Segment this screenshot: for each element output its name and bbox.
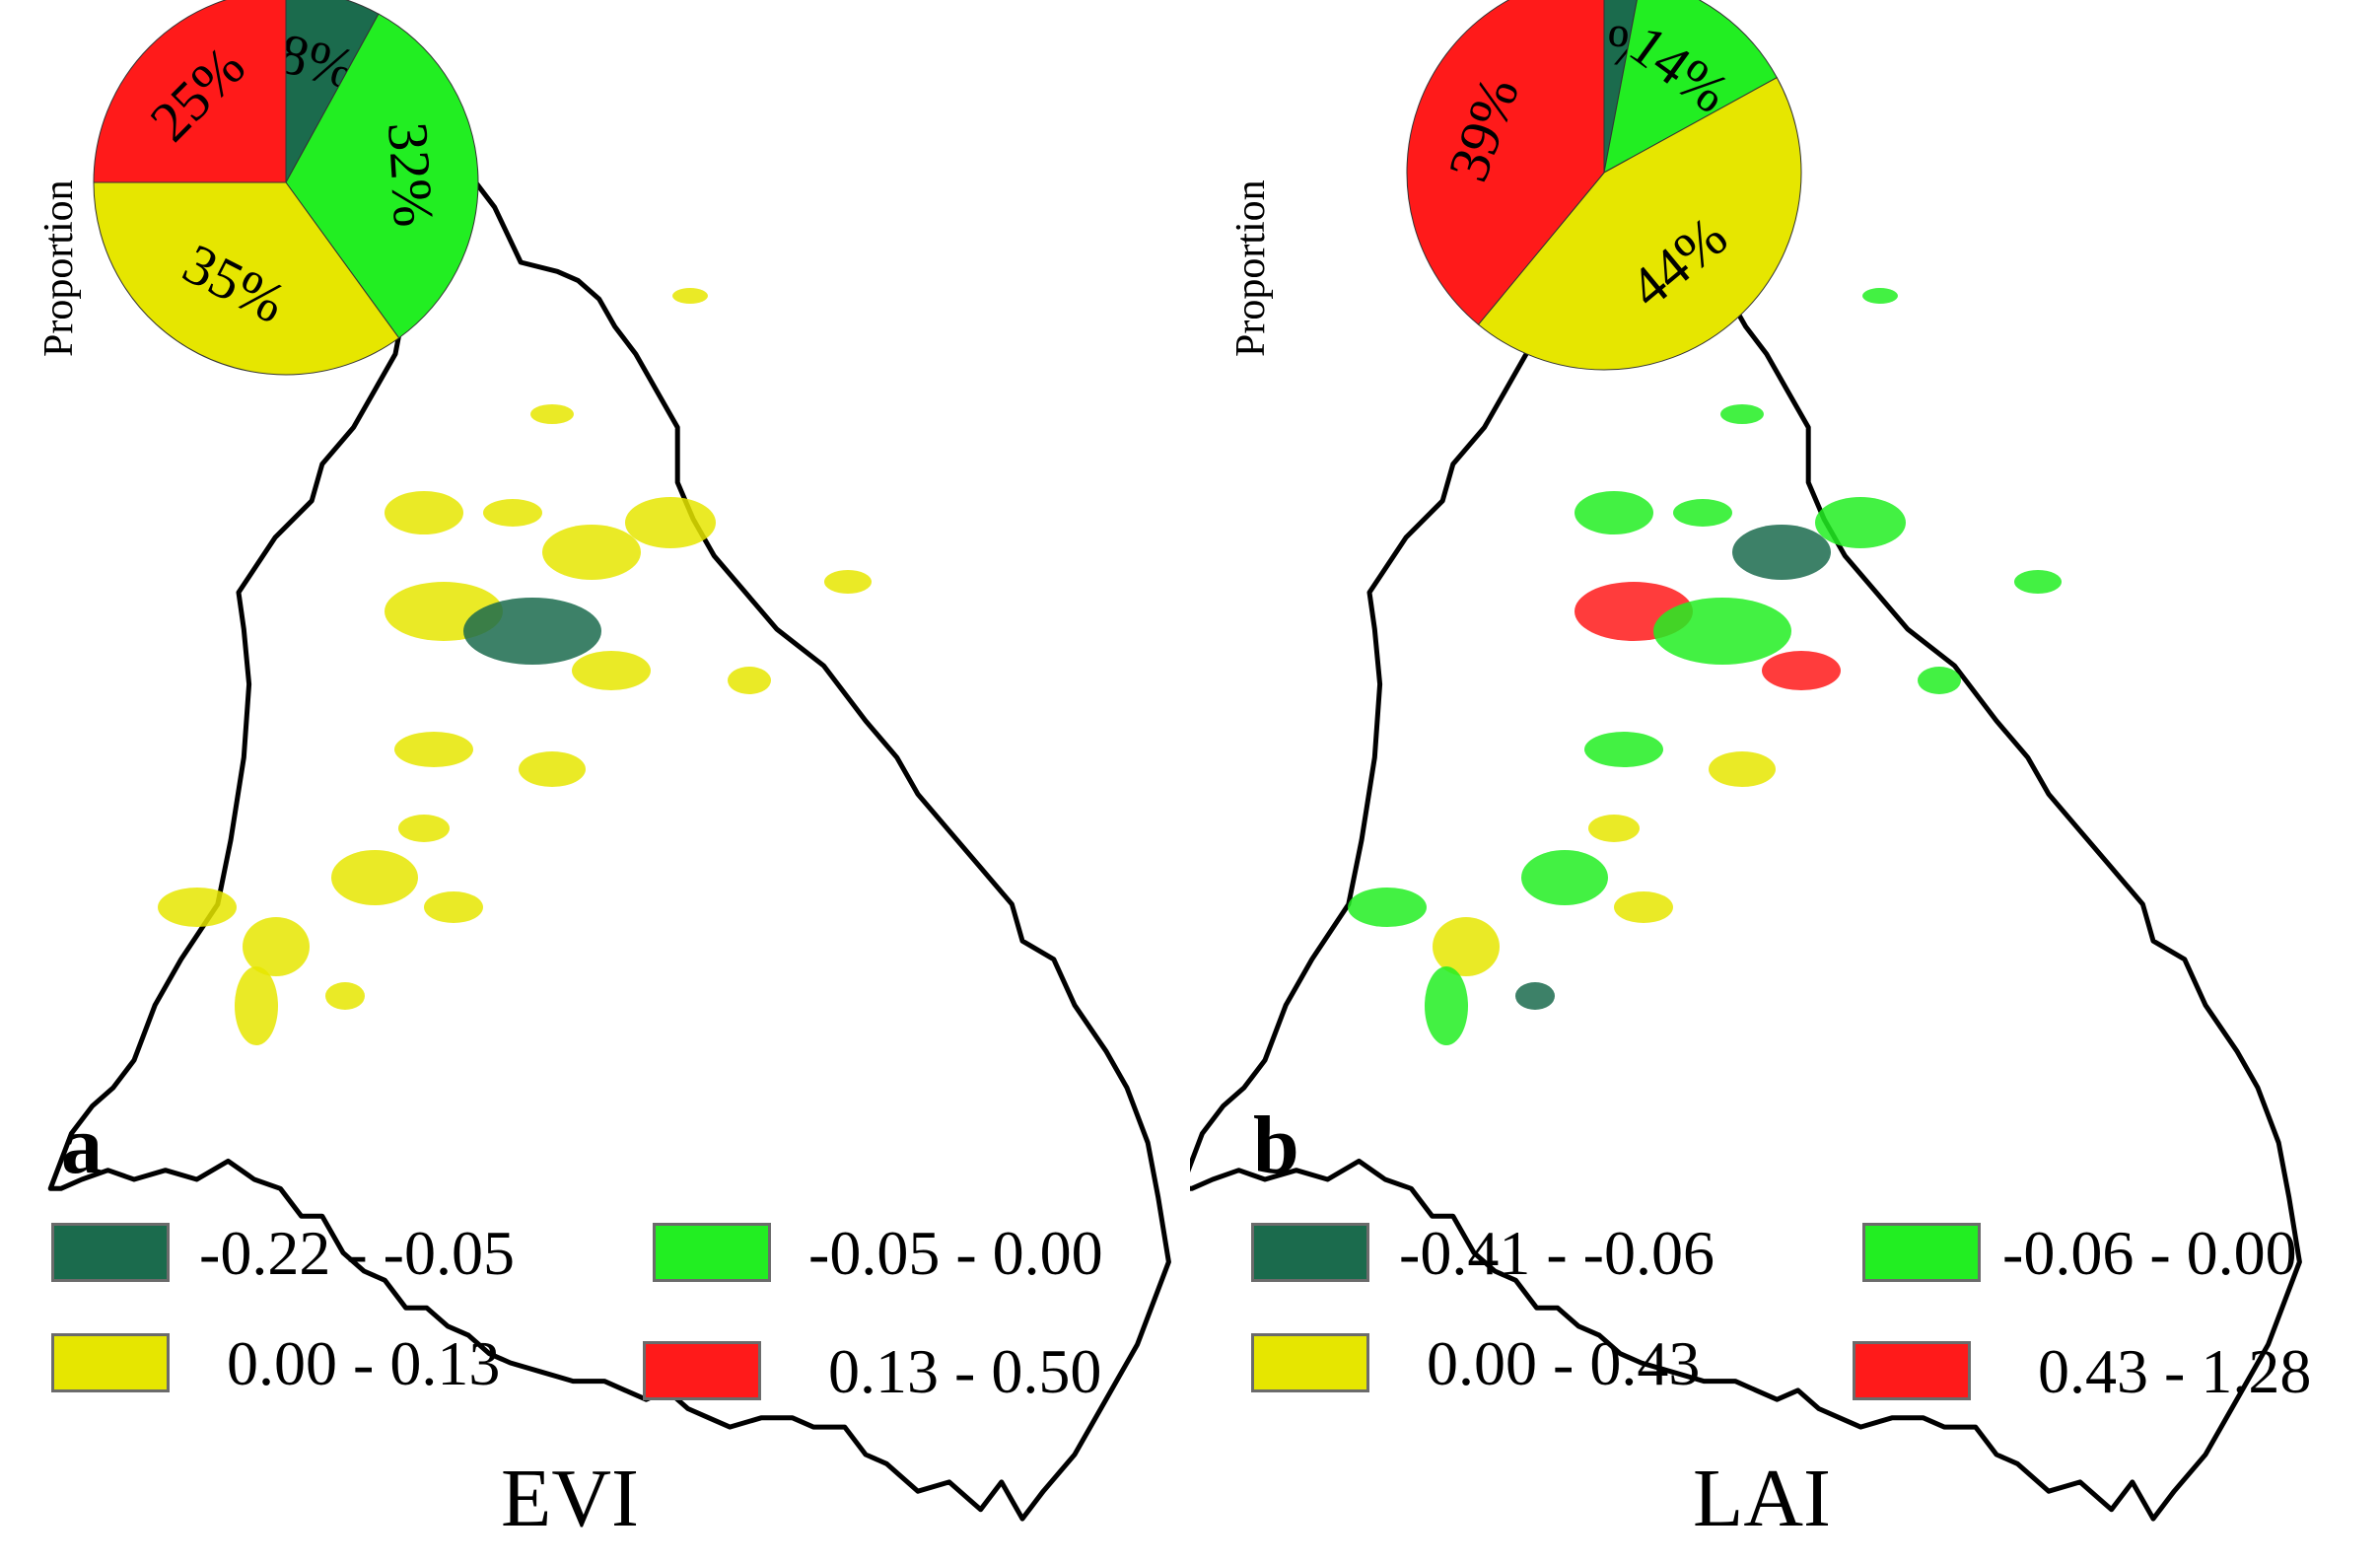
change-patch [398,815,450,842]
change-patch [625,497,716,548]
change-patch [394,732,473,767]
legend-swatch [51,1333,170,1392]
change-patch [1614,891,1673,923]
pie-slice [1603,0,1778,174]
panel-letter-b: b [1253,1100,1299,1191]
change-patch [1425,966,1468,1045]
change-patch [1862,288,1898,304]
change-patch [1653,598,1791,665]
pie-slice [93,0,287,183]
change-patch [1720,404,1764,424]
change-patch [519,751,586,787]
change-patch [672,288,708,304]
map-canvas-evi: 8%32%35%25% [47,0,1171,1522]
pie-chart-evi: 8%32%35%25% [93,0,479,376]
change-patch [331,850,418,905]
region-boundary-lai [1190,159,2302,1522]
change-patch [728,667,771,694]
pie-slice [1477,76,1802,371]
map-canvas-lai: 3%14%44%39% [1190,0,2302,1522]
legend-swatch [1251,1223,1369,1282]
change-patch [572,651,651,690]
change-patch [1575,491,1653,534]
pie-ylabel: Proportion [36,179,82,357]
legend-label: 0.00 - 0.13 [227,1328,501,1398]
change-patch [1521,850,1608,905]
change-patch [483,499,542,527]
panel-lai: 3% 14% 44% 39% Proportion b -0.41 - -0.06 -… [1190,0,2380,1564]
legend-swatch [643,1341,761,1400]
pie-slice [285,0,380,183]
change-patch [1918,667,1961,694]
change-patch [1584,732,1663,767]
legend-label: -0.06 - 0.00 [2002,1218,2297,1288]
pie-ylabel: Proportion [1228,179,1274,357]
region-boundary-evi [47,159,1171,1522]
pie-slice-label: 32% [376,120,447,229]
pie-slice [1406,0,1605,325]
panel-letter-a: a [61,1100,103,1191]
legend-swatch [1251,1333,1369,1392]
region-outline [47,159,1171,1522]
index-title-lai: LAI [1693,1453,1831,1544]
index-title-evi: EVI [501,1453,639,1544]
change-patch [243,917,310,976]
change-patch [530,404,574,424]
legend-swatch [653,1223,771,1282]
change-patch [542,525,641,580]
legend-swatch [1862,1223,1981,1282]
pie-chart-lai: 3%14%44%39% [1406,0,1802,371]
change-patch [1433,917,1500,976]
change-patch [325,982,365,1010]
change-patch [1588,815,1640,842]
change-patch [424,891,483,923]
region-outline [1190,159,2302,1522]
change-patch [158,888,237,927]
legend-label: -0.22 - -0.05 [199,1218,515,1288]
change-patch [385,491,463,534]
change-patches-lai [1348,288,2062,1045]
legend-label: 0.13 - 0.50 [828,1336,1102,1406]
pie-slice [285,13,479,339]
panel-evi: 8% 32% 35% 25% Proportion a -0.22 - -0.05 -… [36,0,1171,1544]
legend-label: -0.41 - -0.06 [1399,1218,1715,1288]
legend-label: 0.00 - 0.43 [1427,1328,1701,1398]
change-patch [1709,751,1776,787]
change-patch [1815,497,1906,548]
legend-swatch [1853,1341,1971,1400]
change-patch [1348,888,1427,927]
pie-slice [93,181,400,376]
change-patch [824,570,872,594]
change-patches-evi [158,288,872,1045]
change-patch [463,598,601,665]
legend-label: 0.43 - 1.28 [2038,1336,2312,1406]
change-patch [1762,651,1841,690]
change-patch [1515,982,1555,1010]
legend-swatch [51,1223,170,1282]
change-patch [1673,499,1732,527]
change-patch [1732,525,1831,580]
change-patch [235,966,278,1045]
legend-label: -0.05 - 0.00 [808,1218,1103,1288]
change-patch [2014,570,2062,594]
